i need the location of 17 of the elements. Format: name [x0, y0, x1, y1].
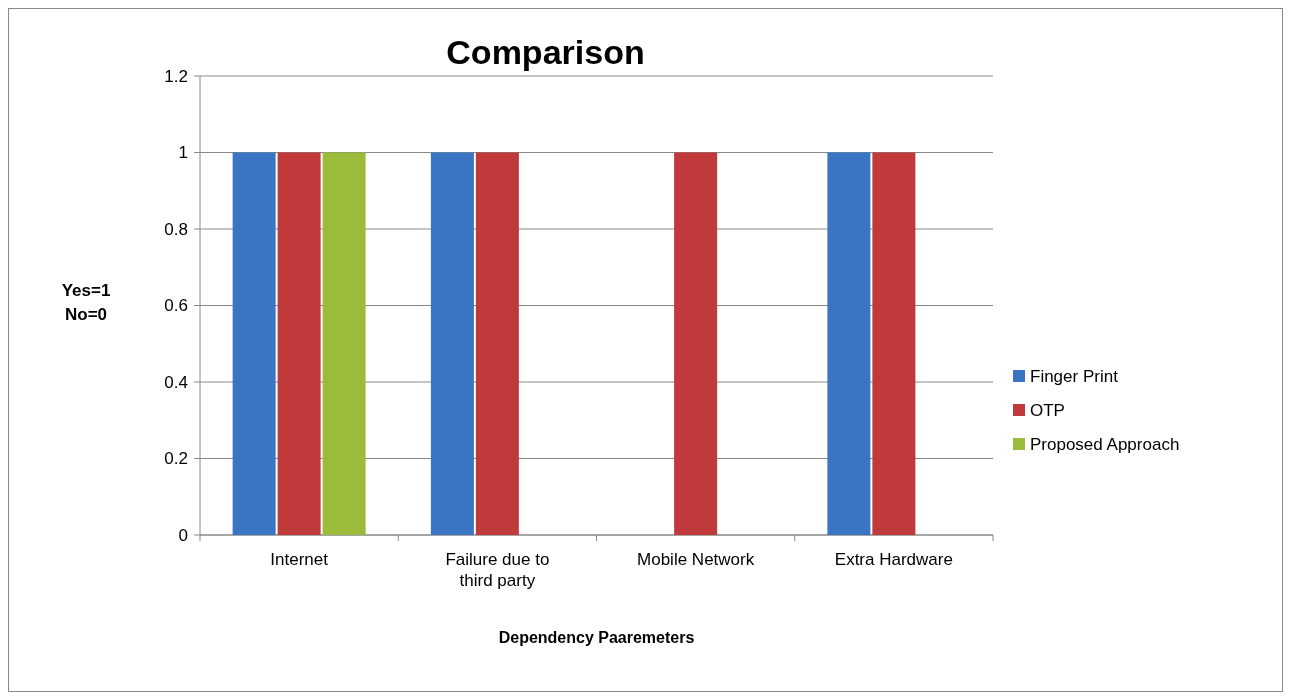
- y-tick-label: 0.8: [164, 219, 188, 239]
- x-tick-label: Mobile Network: [637, 550, 755, 569]
- y-tick-label: 0.2: [164, 449, 188, 469]
- legend-label: OTP: [1030, 400, 1065, 420]
- y-tick-label: 1.2: [164, 66, 188, 86]
- legend-label: Finger Print: [1030, 366, 1119, 386]
- y-axis-title: Yes=1 No=0: [61, 280, 111, 324]
- chart-title: Comparison: [446, 33, 645, 71]
- legend-label: Proposed Approach: [1030, 434, 1180, 454]
- x-tick-label: Failure due to third party: [445, 550, 550, 590]
- y-tick-label: 1: [178, 143, 188, 163]
- x-tick-label: Extra Hardware: [834, 550, 953, 569]
- x-tick-label: Internet: [270, 550, 329, 569]
- y-tick-label: 0.6: [164, 296, 188, 316]
- y-tick-label: 0: [178, 525, 188, 545]
- x-axis-title: Dependency Paaremeters: [498, 629, 695, 646]
- y-tick-label: 0.4: [164, 372, 188, 392]
